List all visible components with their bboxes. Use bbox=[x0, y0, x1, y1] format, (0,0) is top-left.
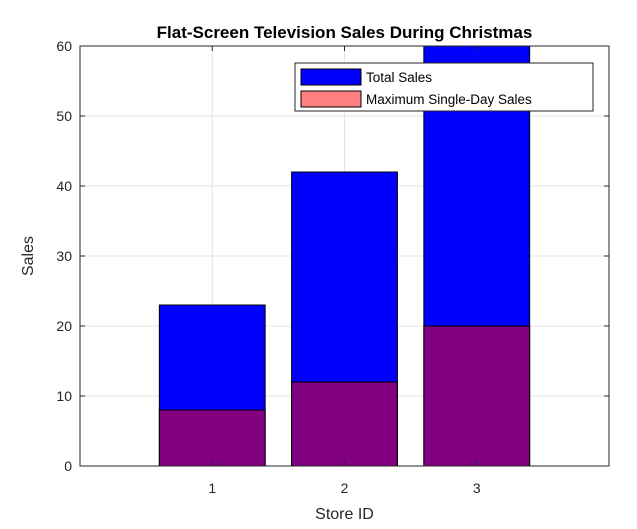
bar-max-single-day-1 bbox=[158, 409, 266, 467]
legend: Total Sales Maximum Single-Day Sales bbox=[294, 62, 594, 112]
x-tick-label: 3 bbox=[473, 480, 481, 496]
legend-label-max-single-day: Maximum Single-Day Sales bbox=[366, 92, 532, 107]
bar-max-single-day-2 bbox=[291, 381, 398, 467]
x-tick-label: 2 bbox=[341, 480, 349, 496]
y-tick-label: 60 bbox=[56, 38, 72, 54]
x-axis-ticks: 1 2 3 bbox=[208, 46, 481, 496]
bar-max-single-day-3 bbox=[423, 325, 531, 467]
y-tick-label: 50 bbox=[56, 108, 72, 124]
x-tick-label: 1 bbox=[208, 480, 216, 496]
y-tick-label: 20 bbox=[56, 318, 72, 334]
y-axis-label: Sales bbox=[20, 236, 37, 276]
x-axis-label: Store ID bbox=[315, 506, 374, 523]
y-tick-label: 0 bbox=[64, 458, 72, 474]
legend-swatch-total-sales bbox=[300, 68, 362, 86]
y-tick-label: 30 bbox=[56, 248, 72, 264]
chart-title: Flat-Screen Television Sales During Chri… bbox=[157, 23, 533, 42]
y-tick-label: 10 bbox=[56, 388, 72, 404]
y-tick-label: 40 bbox=[56, 178, 72, 194]
legend-swatch-max-single-day bbox=[300, 90, 362, 108]
bars bbox=[158, 45, 531, 467]
legend-label-total-sales: Total Sales bbox=[366, 70, 432, 85]
y-axis-ticks: 0 10 20 30 40 50 60 bbox=[56, 38, 609, 474]
